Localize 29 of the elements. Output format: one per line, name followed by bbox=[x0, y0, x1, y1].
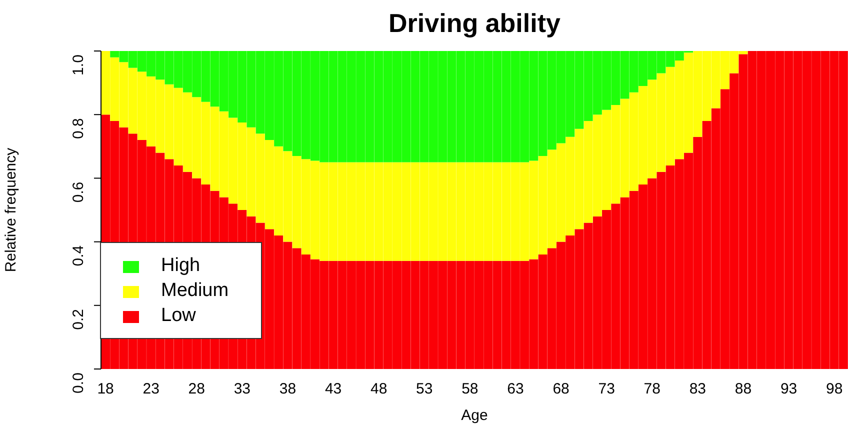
x-tick-label: 28 bbox=[188, 380, 205, 398]
x-tick-label: 73 bbox=[598, 380, 615, 398]
x-tick-label: 98 bbox=[826, 380, 843, 398]
x-tick-label: 78 bbox=[644, 380, 660, 398]
x-tick-label: 83 bbox=[689, 380, 706, 398]
legend-label: Low bbox=[161, 305, 196, 326]
x-tick-label: 68 bbox=[552, 380, 570, 398]
x-tick-label: 88 bbox=[734, 380, 752, 398]
y-tick-label: 0.6 bbox=[70, 182, 87, 203]
x-tick-label: 38 bbox=[279, 380, 296, 398]
y-tick-label: 0.0 bbox=[70, 372, 87, 394]
y-tick-label: 0.2 bbox=[70, 308, 87, 330]
x-tick-label: 33 bbox=[234, 380, 251, 398]
x-tick-label: 18 bbox=[97, 380, 114, 398]
x-tick-label: 48 bbox=[370, 380, 388, 398]
y-tick-label: 1.0 bbox=[70, 54, 87, 76]
x-tick-label: 93 bbox=[780, 380, 798, 398]
y-tick-label: 0.4 bbox=[70, 245, 87, 266]
x-tick-label: 43 bbox=[324, 380, 342, 398]
chart-title: Driving ability bbox=[388, 8, 562, 39]
x-axis-title: Age bbox=[461, 407, 488, 424]
legend-label: Medium bbox=[161, 280, 229, 301]
x-tick-label: 63 bbox=[507, 380, 524, 398]
legend-label: High bbox=[161, 255, 200, 276]
x-tick-label: 23 bbox=[142, 380, 160, 398]
x-tick-label: 53 bbox=[416, 380, 433, 398]
x-tick-label: 58 bbox=[462, 380, 478, 398]
y-axis-title: Relative frequency bbox=[2, 147, 20, 272]
y-tick-label: 0.8 bbox=[70, 118, 87, 140]
